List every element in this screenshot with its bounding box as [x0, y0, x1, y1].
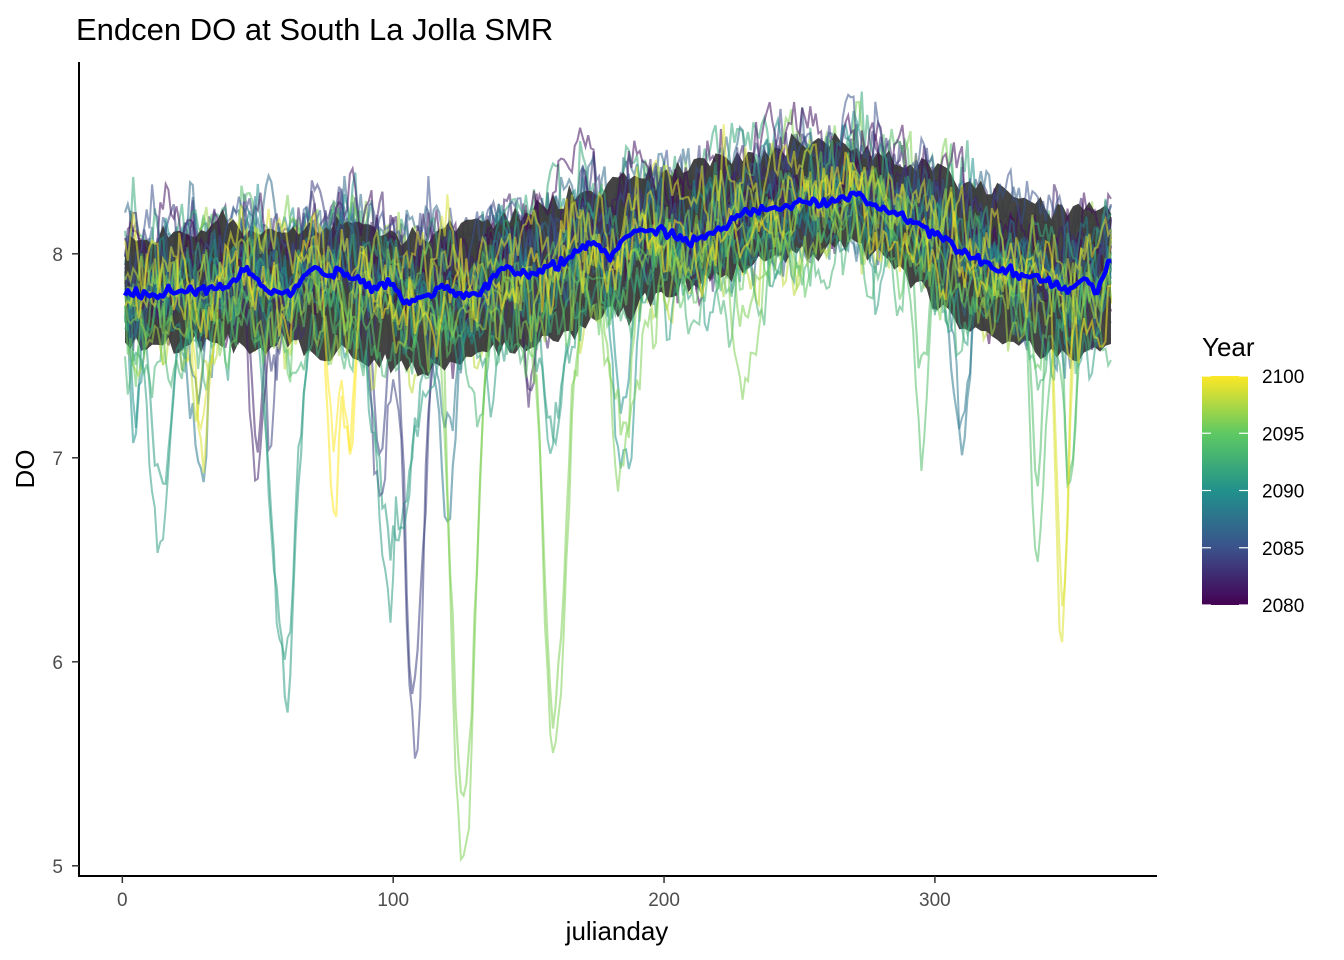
x-axis-title: julianday	[565, 916, 669, 946]
legend-tick-label: 2095	[1262, 424, 1304, 445]
year-line-overlay	[124, 167, 1112, 387]
y-tick-label: 7	[52, 449, 63, 470]
year-lines-overlay	[124, 93, 1112, 863]
y-tick-label: 6	[52, 653, 63, 674]
chart-title: Endcen DO at South La Jolla SMR	[76, 12, 553, 47]
y-axis-title: DO	[10, 450, 40, 489]
y-tick-label: 8	[52, 245, 63, 266]
y-tick-label: 5	[52, 857, 63, 878]
legend-tick-label: 2085	[1262, 539, 1304, 560]
x-tick-label: 200	[648, 890, 680, 911]
mean-series-line	[123, 190, 1112, 307]
year-line-overlay	[124, 139, 1112, 562]
legend: Year 2080 2085 2090 2095 2100	[1202, 332, 1304, 617]
legend-tick-label: 2080	[1262, 596, 1304, 617]
year-line-overlay	[124, 151, 1112, 453]
year-line	[123, 100, 1112, 799]
plot-area	[123, 91, 1113, 863]
x-tick-label: 300	[919, 890, 951, 911]
legend-tick-label: 2090	[1262, 482, 1304, 503]
year-line-overlay	[124, 190, 1112, 660]
year-line-overlay	[124, 173, 1112, 863]
legend-ticks: 2080 2085 2090 2095 2100	[1202, 367, 1304, 617]
x-tick-label: 0	[117, 890, 128, 911]
x-axis-ticks: 0 100 200 300	[117, 876, 951, 911]
legend-title: Year	[1202, 332, 1255, 362]
legend-tick-label: 2100	[1262, 367, 1304, 388]
y-axis-ticks: 5 6 7 8	[52, 245, 79, 878]
x-tick-label: 100	[377, 890, 409, 911]
